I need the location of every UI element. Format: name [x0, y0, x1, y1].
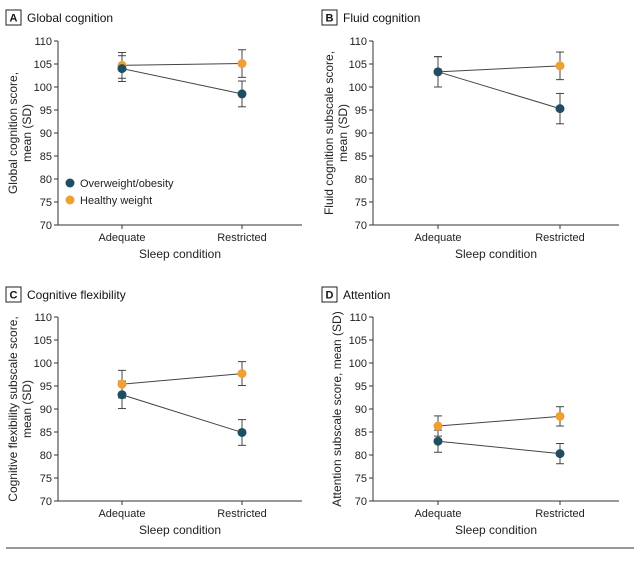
- panel-c: C Cognitive flexibility 70 75 80 85 90 95 100 105…: [5, 286, 302, 537]
- series-line: [121, 373, 243, 385]
- y-axis-label: Fluid cognition subscale score,: [322, 51, 336, 215]
- overweight-point: [433, 67, 443, 77]
- legend-marker: [65, 178, 75, 188]
- healthy-point: [433, 421, 443, 431]
- panel-letter-box: [321, 286, 338, 303]
- y-axis-label: mean (SD): [20, 104, 34, 162]
- panel-letter: C: [10, 290, 18, 302]
- overweight-point: [237, 427, 247, 437]
- y-tick-label: 80: [355, 174, 367, 186]
- y-tick-label: 100: [349, 358, 367, 370]
- y-tick-label: 105: [34, 335, 52, 347]
- x-tick-label: Restricted: [535, 232, 585, 244]
- legend-label: Healthy weight: [80, 195, 152, 207]
- healthy-point: [117, 379, 127, 389]
- y-tick-label: 70: [355, 220, 367, 232]
- y-tick-label: 85: [40, 151, 52, 163]
- legend-marker: [65, 195, 75, 205]
- x-tick-label: Restricted: [535, 508, 585, 520]
- panel-a: A Global cognition 70 75 80 85 90 95 100 105 110 Ad…: [5, 9, 302, 261]
- overweight-point: [555, 449, 565, 459]
- series-line: [121, 63, 243, 66]
- x-tick-label: Adequate: [414, 232, 461, 244]
- y-tick-label: 70: [40, 220, 52, 232]
- y-axis-label: mean (SD): [336, 104, 350, 162]
- panel-letter-box: [5, 9, 22, 26]
- y-tick-label: 95: [355, 381, 367, 393]
- y-tick-label: 95: [40, 105, 52, 117]
- series-line: [437, 71, 561, 110]
- y-tick-label: 70: [355, 496, 367, 508]
- y-tick-label: 100: [349, 82, 367, 94]
- y-tick-label: 105: [349, 59, 367, 71]
- series-line: [121, 394, 243, 433]
- x-tick-label: Adequate: [98, 508, 145, 520]
- panel-letter-box: [5, 286, 22, 303]
- x-tick-label: Restricted: [217, 508, 267, 520]
- series-line: [437, 65, 561, 73]
- y-tick-label: 75: [40, 473, 52, 485]
- y-tick-label: 100: [34, 358, 52, 370]
- y-axis-label: Cognitive flexibility subscale score,: [6, 316, 20, 501]
- y-tick-label: 80: [355, 450, 367, 462]
- panel-title: Fluid cognition: [343, 11, 420, 25]
- x-axis-label: Sleep condition: [455, 523, 537, 537]
- series-line: [121, 68, 243, 95]
- panel-title: Attention: [343, 288, 390, 302]
- healthy-point: [237, 369, 247, 379]
- panel-b: B Fluid cognition 70 75 80 85 90 95 100 105 110 Ade…: [321, 9, 619, 261]
- y-tick-label: 95: [40, 381, 52, 393]
- overweight-point: [237, 89, 247, 99]
- x-axis-label: Sleep condition: [455, 247, 537, 261]
- y-tick-label: 70: [40, 496, 52, 508]
- panel-title: Cognitive flexibility: [27, 288, 126, 302]
- panel-letter: D: [326, 290, 334, 302]
- y-tick-label: 75: [355, 473, 367, 485]
- panel-title: Global cognition: [27, 11, 113, 25]
- x-tick-label: Adequate: [414, 508, 461, 520]
- x-axis-label: Sleep condition: [139, 247, 221, 261]
- y-tick-label: 110: [349, 36, 367, 48]
- y-tick-label: 90: [40, 128, 52, 140]
- y-tick-label: 110: [34, 312, 52, 324]
- y-tick-label: 85: [355, 151, 367, 163]
- y-tick-label: 105: [34, 59, 52, 71]
- x-axis-label: Sleep condition: [139, 523, 221, 537]
- y-axis-label: mean (SD): [20, 380, 34, 438]
- y-tick-label: 100: [34, 82, 52, 94]
- y-tick-label: 90: [355, 128, 367, 140]
- panel-letter: B: [326, 13, 334, 25]
- y-tick-label: 90: [355, 404, 367, 416]
- panel-d: D Attention 70 75 80 85 90 95 100 105 110 Adequate R…: [321, 286, 619, 537]
- panel-letter: A: [10, 13, 18, 25]
- y-axis-label: Attention subscale score, mean (SD): [330, 311, 344, 506]
- overweight-point: [117, 390, 127, 400]
- y-tick-label: 85: [355, 427, 367, 439]
- overweight-point: [433, 436, 443, 446]
- panel-letter-box: [321, 9, 338, 26]
- y-tick-label: 105: [349, 335, 367, 347]
- healthy-point: [555, 411, 565, 421]
- overweight-point: [117, 64, 127, 74]
- y-tick-label: 75: [355, 197, 367, 209]
- y-tick-label: 110: [34, 36, 52, 48]
- x-tick-label: Restricted: [217, 232, 267, 244]
- y-tick-label: 90: [40, 404, 52, 416]
- series-line: [437, 440, 561, 455]
- healthy-point: [555, 61, 565, 71]
- overweight-point: [555, 104, 565, 114]
- y-tick-label: 80: [40, 450, 52, 462]
- x-tick-label: Adequate: [98, 232, 145, 244]
- y-axis-label: Global cognition score,: [6, 72, 20, 194]
- y-tick-label: 110: [349, 312, 367, 324]
- y-tick-label: 85: [40, 427, 52, 439]
- y-tick-label: 80: [40, 174, 52, 186]
- series-line: [437, 415, 561, 427]
- y-tick-label: 75: [40, 197, 52, 209]
- legend-label: Overweight/obesity: [80, 178, 174, 190]
- y-tick-label: 95: [355, 105, 367, 117]
- healthy-point: [237, 59, 247, 69]
